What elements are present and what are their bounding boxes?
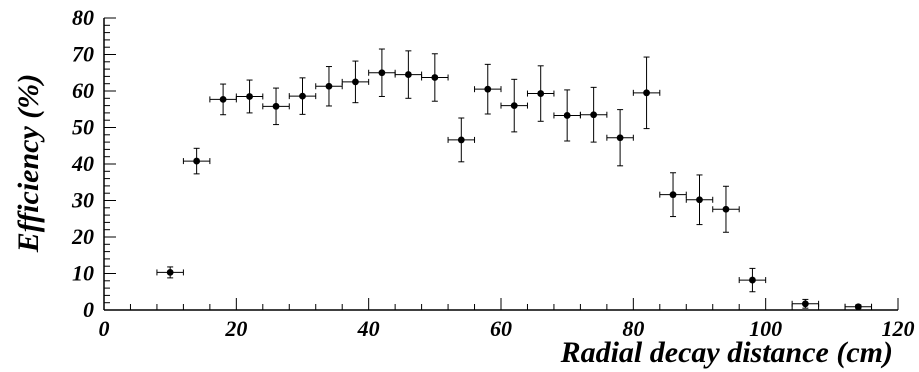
- data-point: [447, 117, 476, 163]
- data-point: [368, 48, 396, 97]
- y-axis-title: Efficiency (%): [12, 74, 45, 254]
- data-point: [182, 147, 211, 175]
- data-marker: [219, 95, 227, 103]
- data-points: [156, 48, 873, 311]
- data-marker: [563, 112, 571, 119]
- axes: 0 10 20 30 40 50 60 70 80 0 20 40 60 80 100 120: [71, 5, 915, 341]
- data-point: [712, 185, 740, 233]
- axis-labels: Radial decay distance (cm) Efficiency (%…: [12, 74, 893, 369]
- data-point: [341, 60, 370, 104]
- data-point: [394, 50, 423, 99]
- data-marker: [669, 191, 677, 199]
- x-tick-label: 120: [882, 316, 915, 341]
- data-point: [685, 174, 714, 226]
- y-tick-label: 40: [71, 151, 94, 176]
- y-tick-label: 50: [72, 115, 94, 140]
- y-tick-label: 80: [72, 5, 94, 30]
- data-point: [288, 77, 317, 115]
- y-tick-label: 70: [72, 42, 94, 67]
- y-tick-label: 20: [71, 224, 94, 249]
- data-point: [235, 79, 264, 114]
- data-point: [262, 87, 290, 126]
- data-point: [526, 65, 555, 122]
- data-point: [659, 172, 687, 218]
- data-point: [209, 83, 237, 116]
- data-marker: [510, 102, 518, 109]
- data-marker: [590, 111, 598, 119]
- data-point: [474, 63, 502, 115]
- data-marker: [431, 74, 439, 81]
- data-marker: [272, 102, 280, 110]
- data-marker: [193, 157, 201, 165]
- x-tick-label: 80: [622, 316, 644, 341]
- x-tick-label: 20: [224, 316, 247, 341]
- data-point: [156, 266, 184, 279]
- y-tick-label: 30: [71, 188, 94, 213]
- data-marker: [352, 78, 359, 86]
- data-point: [579, 86, 608, 143]
- data-point: [315, 66, 343, 107]
- data-marker: [166, 269, 174, 276]
- data-marker: [722, 205, 730, 213]
- y-tick-label: 60: [72, 78, 94, 103]
- data-point: [606, 109, 634, 167]
- data-marker: [246, 93, 253, 100]
- data-marker: [854, 303, 862, 311]
- x-tick-label: 0: [99, 316, 110, 341]
- y-tick-label: 0: [83, 297, 94, 322]
- x-axis-title: Radial decay distance (cm): [560, 336, 893, 369]
- x-tick-label: 40: [357, 316, 380, 341]
- data-point: [844, 303, 873, 311]
- data-point: [500, 78, 528, 133]
- data-marker: [484, 85, 492, 93]
- data-marker: [537, 90, 545, 97]
- y-tick-label: 10: [72, 261, 94, 286]
- data-marker: [749, 276, 756, 284]
- data-marker: [325, 82, 333, 90]
- data-point: [791, 298, 820, 309]
- data-point: [738, 267, 767, 293]
- data-marker: [378, 69, 386, 77]
- x-tick-label: 100: [749, 316, 782, 341]
- data-marker: [616, 134, 624, 142]
- data-point: [632, 56, 661, 130]
- data-marker: [696, 196, 703, 204]
- data-marker: [801, 300, 809, 308]
- x-tick-label: 60: [490, 316, 512, 341]
- data-marker: [404, 71, 412, 78]
- data-marker: [643, 89, 650, 97]
- data-marker: [457, 136, 465, 144]
- data-marker: [299, 92, 306, 100]
- data-point: [421, 53, 449, 102]
- data-point: [553, 89, 581, 142]
